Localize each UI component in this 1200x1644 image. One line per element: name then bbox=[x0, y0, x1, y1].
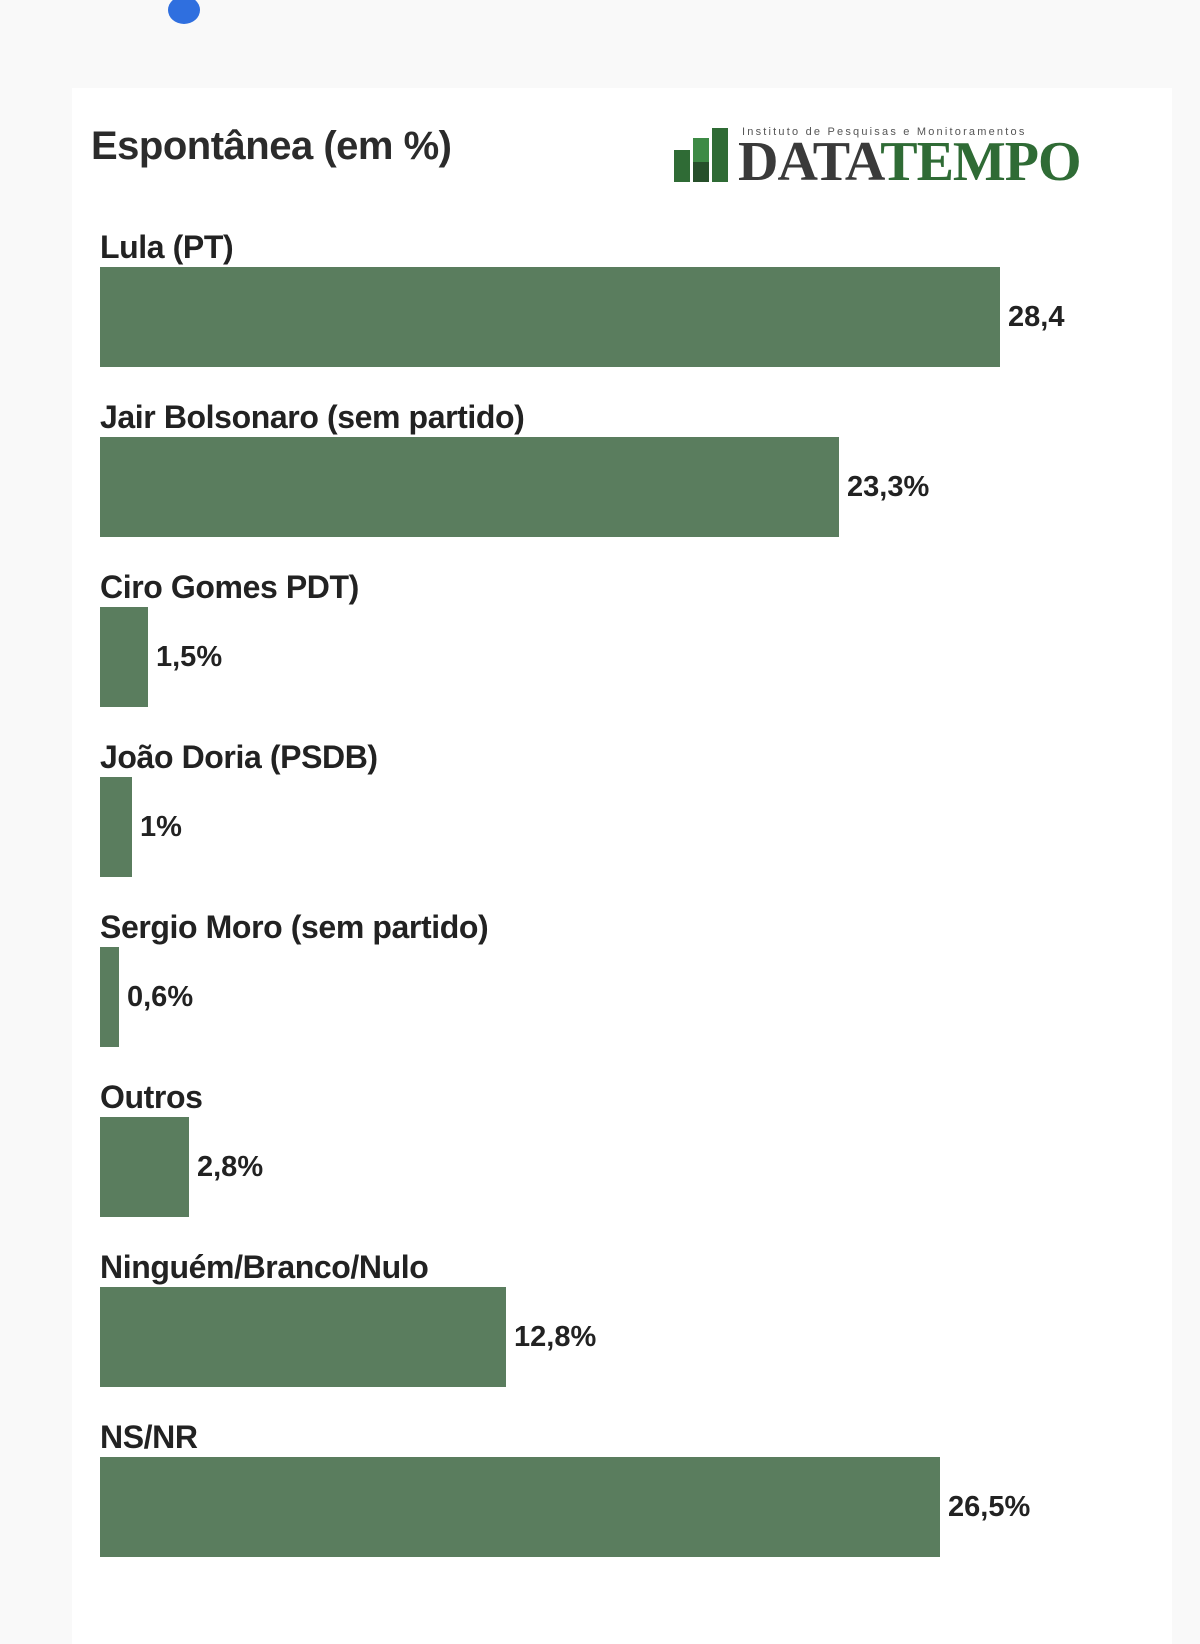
bar-category-label: NS/NR bbox=[100, 1419, 198, 1455]
bar-value-label: 28,4 bbox=[1008, 301, 1065, 333]
bar-chart-logo-icon bbox=[674, 128, 728, 182]
bar-row: João Doria (PSDB) 1% bbox=[100, 735, 1110, 913]
logo-word-tempo: TEMPO bbox=[880, 131, 1081, 193]
bar-row: Lula (PT) 28,4 bbox=[100, 225, 1110, 403]
bar-category-label: Lula (PT) bbox=[100, 229, 234, 265]
logo-word-data: DATA bbox=[738, 131, 881, 193]
bar bbox=[100, 1287, 506, 1387]
bar-category-label: João Doria (PSDB) bbox=[100, 739, 378, 775]
bar-row: Outros 2,8% bbox=[100, 1075, 1110, 1253]
blue-dot-icon bbox=[168, 0, 200, 24]
bar bbox=[100, 437, 839, 537]
bar-row: Jair Bolsonaro (sem partido) 23,3% bbox=[100, 395, 1110, 573]
logo-tagline: Instituto de Pesquisas e Monitoramentos bbox=[742, 126, 1027, 138]
chart-title: Espontânea (em %) bbox=[91, 124, 452, 168]
bar bbox=[100, 607, 148, 707]
bar-row: NS/NR 26,5% bbox=[100, 1415, 1110, 1593]
bar bbox=[100, 267, 1000, 367]
datatempo-logo: Instituto de Pesquisas e Monitoramentos … bbox=[674, 124, 1094, 193]
bar-row: Ninguém/Branco/Nulo 12,8% bbox=[100, 1245, 1110, 1423]
bar-value-label: 12,8% bbox=[514, 1321, 597, 1353]
bar-row: Ciro Gomes PDT) 1,5% bbox=[100, 565, 1110, 743]
bar-category-label: Sergio Moro (sem partido) bbox=[100, 909, 489, 945]
bar-category-label: Ciro Gomes PDT) bbox=[100, 569, 359, 605]
bar-chart: Lula (PT) 28,4 Jair Bolsonaro (sem partido… bbox=[100, 225, 1110, 1625]
logo-wordmark: DATATEMPO bbox=[738, 131, 1082, 193]
bar-value-label: 26,5% bbox=[948, 1491, 1031, 1523]
bar-value-label: 2,8% bbox=[197, 1151, 264, 1183]
bar bbox=[100, 1117, 189, 1217]
bar bbox=[100, 1457, 940, 1557]
bar-value-label: 23,3% bbox=[847, 471, 930, 503]
bar-category-label: Outros bbox=[100, 1079, 203, 1115]
bar-category-label: Ninguém/Branco/Nulo bbox=[100, 1249, 429, 1285]
bar-row: Sergio Moro (sem partido) 0,6% bbox=[100, 905, 1110, 1083]
bar-value-label: 1% bbox=[140, 811, 182, 843]
bar bbox=[100, 777, 132, 877]
bar bbox=[100, 947, 119, 1047]
bar-category-label: Jair Bolsonaro (sem partido) bbox=[100, 399, 525, 435]
bar-value-label: 1,5% bbox=[156, 641, 223, 673]
bar-value-label: 0,6% bbox=[127, 981, 194, 1013]
